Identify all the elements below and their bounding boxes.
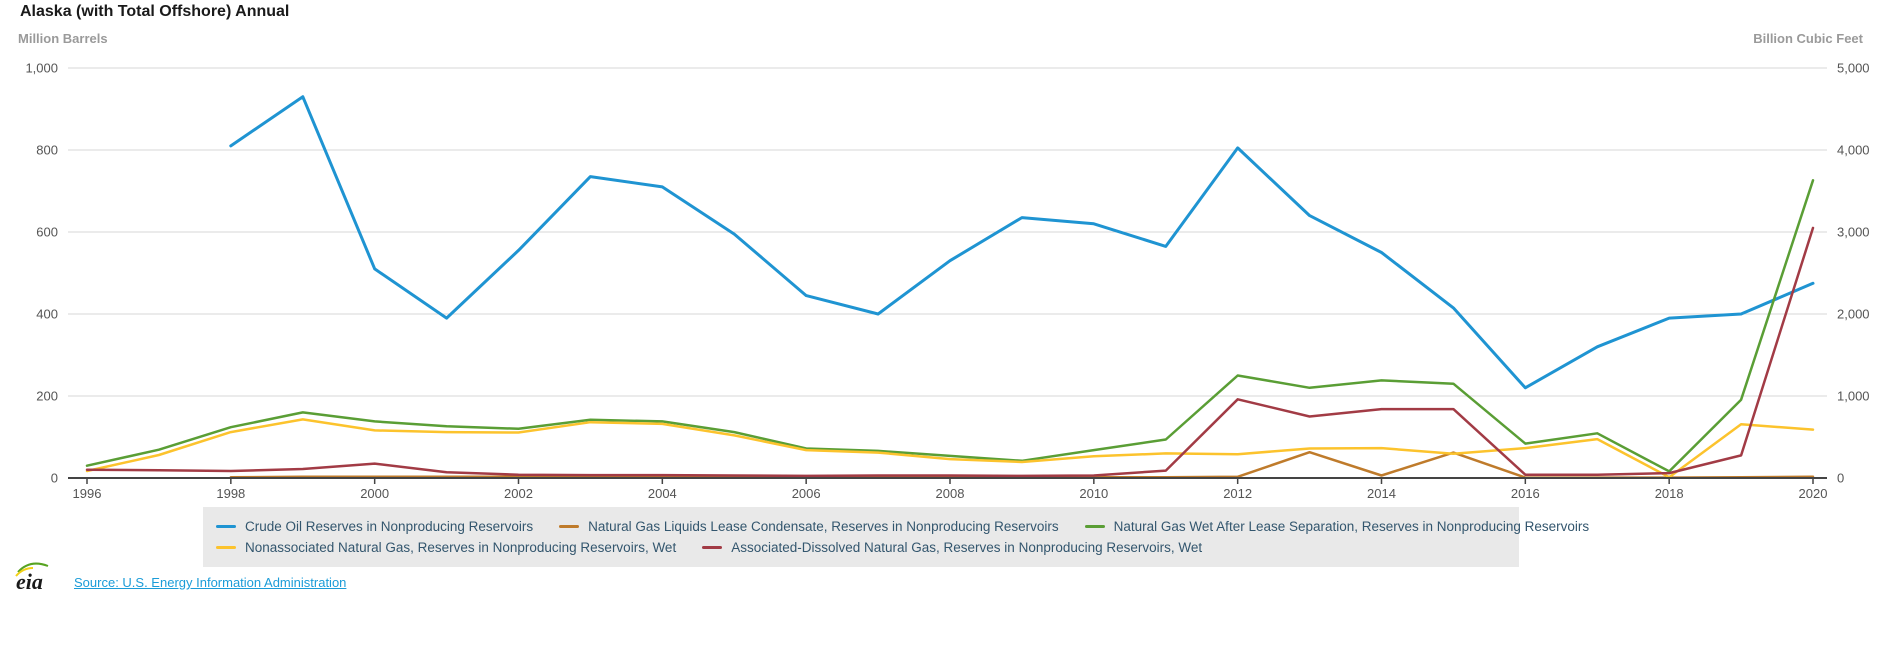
chart-legend: Crude Oil Reserves in Nonproducing Reser…	[203, 507, 1589, 567]
x-axis-year-label: 2016	[1511, 486, 1540, 501]
x-axis: 1996 1998 2000 2002 2004 2006 2008 2010 2012 2014…	[68, 477, 1828, 501]
footer: eia Source: U.S. Energy Information Admi…	[14, 560, 346, 594]
gridlines	[68, 67, 1827, 397]
svg-text:600: 600	[36, 225, 58, 240]
x-axis-year-label: 2020	[1799, 486, 1828, 501]
series-line-2[interactable]	[85, 179, 1815, 473]
legend-label: Associated-Dissolved Natural Gas, Reserv…	[731, 540, 1203, 555]
x-axis-year-label: 1998	[216, 486, 245, 501]
left-axis-tick-labels: 1,000 800 600 400 200 0	[25, 61, 58, 486]
series-line-4[interactable]	[85, 226, 1815, 478]
legend-item-series-3[interactable]: Nonassociated Natural Gas, Reserves in N…	[216, 537, 676, 558]
x-axis-year-label: 2014	[1367, 486, 1396, 501]
legend-item-series-4[interactable]: Associated-Dissolved Natural Gas, Reserv…	[702, 537, 1202, 558]
legend-item-series-0[interactable]: Crude Oil Reserves in Nonproducing Reser…	[216, 516, 533, 537]
x-axis-year-label: 2006	[792, 486, 821, 501]
legend-row: Crude Oil Reserves in Nonproducing Reser…	[216, 516, 1589, 537]
legend-swatch	[216, 525, 236, 528]
svg-text:5,000: 5,000	[1837, 61, 1870, 76]
right-axis-unit-label: Billion Cubic Feet	[1753, 31, 1863, 46]
svg-text:200: 200	[36, 389, 58, 404]
legend-swatch	[702, 546, 723, 549]
legend-item-series-1[interactable]: Natural Gas Liquids Lease Condensate, Re…	[559, 516, 1059, 537]
x-axis-year-label: 2002	[504, 486, 533, 501]
svg-text:1,000: 1,000	[1837, 389, 1870, 404]
x-axis-year-label: 2010	[1079, 486, 1108, 501]
right-axis-tick-labels: 5,000 4,000 3,000 2,000 1,000 0	[1837, 61, 1870, 486]
svg-text:2,000: 2,000	[1837, 307, 1870, 322]
x-axis-year-label: 2008	[936, 486, 965, 501]
legend-swatch	[1084, 525, 1105, 528]
legend-label: Nonassociated Natural Gas, Reserves in N…	[245, 540, 677, 555]
legend-label: Natural Gas Liquids Lease Condensate, Re…	[588, 519, 1059, 534]
x-axis-year-label: 2000	[360, 486, 389, 501]
legend-label: Crude Oil Reserves in Nonproducing Reser…	[245, 519, 534, 534]
x-axis-year-label: 2018	[1655, 486, 1684, 501]
svg-text:400: 400	[36, 307, 58, 322]
source-link[interactable]: Source: U.S. Energy Information Administ…	[74, 574, 347, 590]
legend-label: Natural Gas Wet After Lease Separation, …	[1113, 519, 1590, 534]
svg-text:3,000: 3,000	[1837, 225, 1870, 240]
chart-title: Alaska (with Total Offshore) Annual	[20, 3, 290, 20]
svg-text:0: 0	[1837, 471, 1844, 486]
svg-text:0: 0	[51, 471, 58, 486]
legend-row: Nonassociated Natural Gas, Reserves in N…	[216, 537, 1519, 558]
eia-logo-text: eia	[16, 569, 43, 594]
x-axis-year-label: 2012	[1223, 486, 1252, 501]
svg-text:800: 800	[36, 143, 58, 158]
svg-text:4,000: 4,000	[1837, 143, 1870, 158]
line-chart-plot[interactable]: 1,00080060040020005,0004,0003,0002,0001,…	[0, 50, 1877, 505]
x-axis-year-label: 1996	[73, 486, 102, 501]
left-axis-unit-label: Million Barrels	[18, 31, 108, 46]
x-axis-year-label: 2004	[648, 486, 677, 501]
series-line-0[interactable]	[229, 95, 1815, 390]
series-line-3[interactable]	[85, 418, 1815, 479]
eia-logo: eia	[15, 562, 49, 594]
svg-text:1,000: 1,000	[25, 61, 58, 76]
legend-swatch	[216, 546, 236, 549]
legend-item-series-2[interactable]: Natural Gas Wet After Lease Separation, …	[1084, 516, 1590, 537]
legend-swatch	[559, 525, 580, 528]
